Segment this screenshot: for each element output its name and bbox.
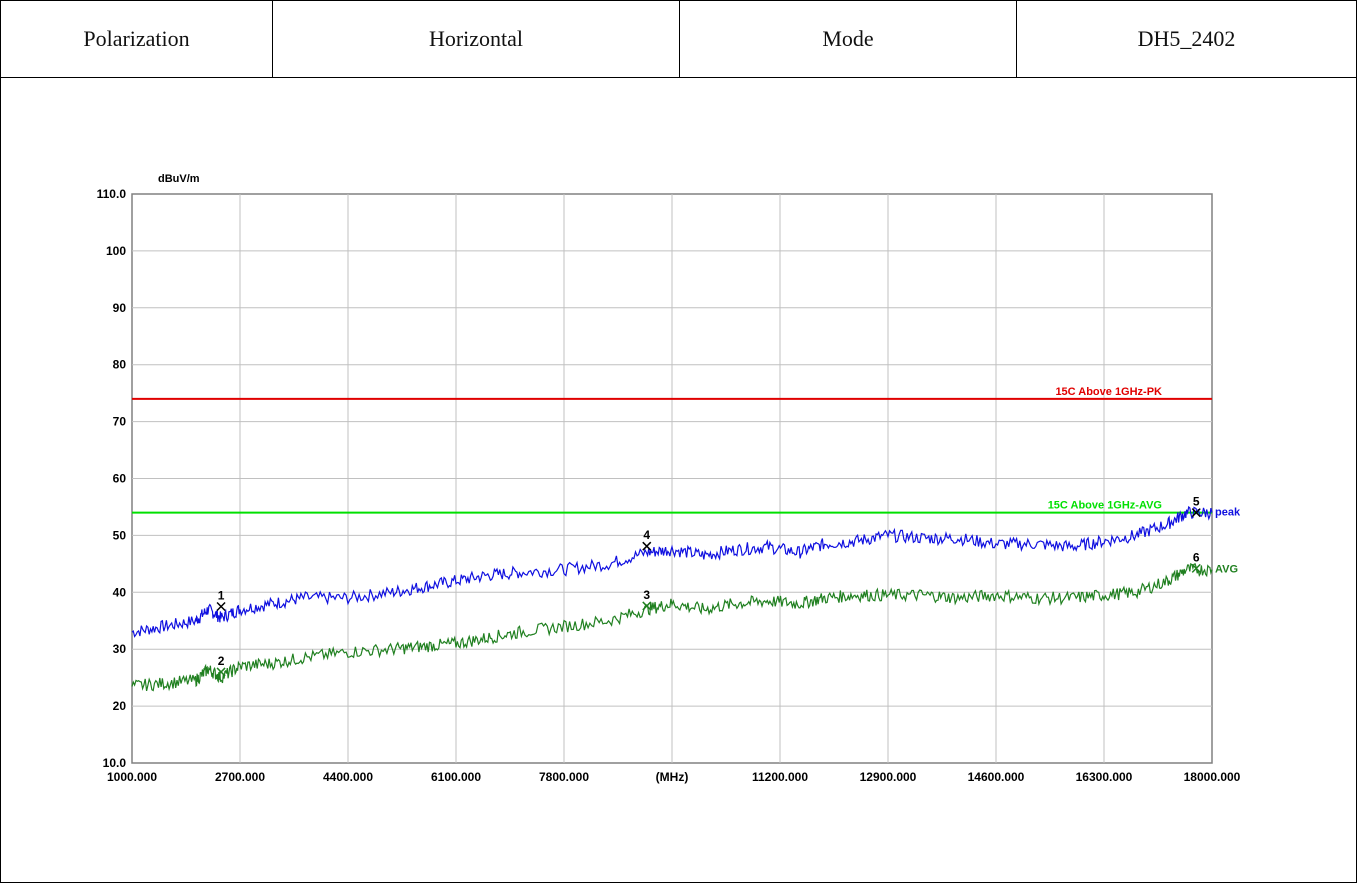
y-axis-label: dBuV/m bbox=[158, 173, 200, 185]
x-tick-label: 14600.000 bbox=[968, 770, 1025, 784]
y-tick-label: 60 bbox=[113, 472, 127, 486]
marker-x bbox=[1191, 563, 1201, 573]
polarization-label: Polarization bbox=[1, 1, 273, 77]
markers: 1 2 3 4 5 6 bbox=[216, 495, 1201, 677]
marker-x bbox=[216, 601, 226, 612]
x-tick-label: 6100.000 bbox=[431, 770, 481, 784]
info-header-row: Polarization Horizontal Mode DH5_2402 bbox=[1, 1, 1356, 78]
emission-chart: 15C Above 1GHz-PK 15C Above 1GHz-AVG peak… bbox=[78, 160, 1272, 804]
y-tick-label: 30 bbox=[113, 642, 127, 656]
y-tick-label: 20 bbox=[113, 699, 127, 713]
series-label-avg: AVG bbox=[1215, 564, 1238, 576]
marker-x bbox=[642, 541, 652, 551]
mode-value: DH5_2402 bbox=[1137, 26, 1236, 51]
y-tick-label: 100 bbox=[106, 244, 126, 258]
series-line-peak bbox=[131, 505, 1213, 638]
series-line-avg bbox=[131, 562, 1213, 692]
y-tick-label: 80 bbox=[113, 358, 127, 372]
y-tick-label: 110.0 bbox=[97, 187, 127, 201]
grid bbox=[131, 193, 1213, 764]
marker-x bbox=[642, 601, 652, 611]
y-tick-label: 10.0 bbox=[103, 756, 127, 770]
x-tick-label: 11200.000 bbox=[752, 770, 808, 784]
marker-label: 1 bbox=[218, 589, 225, 603]
marker-x bbox=[1191, 508, 1201, 518]
limit-lines: 15C Above 1GHz-PK 15C Above 1GHz-AVG bbox=[132, 386, 1212, 514]
marker-label: 2 bbox=[218, 654, 225, 668]
series-label-peak: peak bbox=[1215, 507, 1241, 519]
x-tick-label: 4400.000 bbox=[323, 770, 373, 784]
x-tick-label: 12900.000 bbox=[860, 770, 917, 784]
marker-label: 6 bbox=[1193, 550, 1200, 564]
mode-label: Mode bbox=[680, 1, 1017, 77]
chart-svg: 15C Above 1GHz-PK 15C Above 1GHz-AVG peak… bbox=[97, 173, 1241, 784]
y-tick-label: 50 bbox=[113, 528, 127, 542]
x-tick-label: 2700.000 bbox=[215, 770, 265, 784]
y-tick-label: 40 bbox=[113, 585, 127, 599]
x-tick-label: (MHz) bbox=[656, 770, 689, 784]
limit-line-label: 15C Above 1GHz-AVG bbox=[1048, 500, 1162, 512]
limit-line-label: 15C Above 1GHz-PK bbox=[1055, 386, 1162, 398]
y-tick-label: 70 bbox=[113, 415, 127, 429]
marker-label: 3 bbox=[643, 588, 650, 602]
marker-label: 5 bbox=[1193, 495, 1200, 509]
y-tick-label: 90 bbox=[113, 301, 127, 315]
ticks: 10.0 20 30 40 50 60 70 80 90 100 110.0 1000.000 2700… bbox=[97, 187, 1241, 784]
marker-label: 4 bbox=[643, 528, 650, 542]
x-tick-label: 1000.000 bbox=[107, 770, 157, 784]
marker-x bbox=[216, 667, 226, 677]
x-tick-label: 7800.000 bbox=[539, 770, 589, 784]
x-tick-label: 16300.000 bbox=[1076, 770, 1133, 784]
x-tick-label: 18000.000 bbox=[1184, 770, 1241, 784]
series-lines: peak AVG bbox=[131, 505, 1241, 692]
polarization-value: Horizontal bbox=[273, 1, 680, 77]
